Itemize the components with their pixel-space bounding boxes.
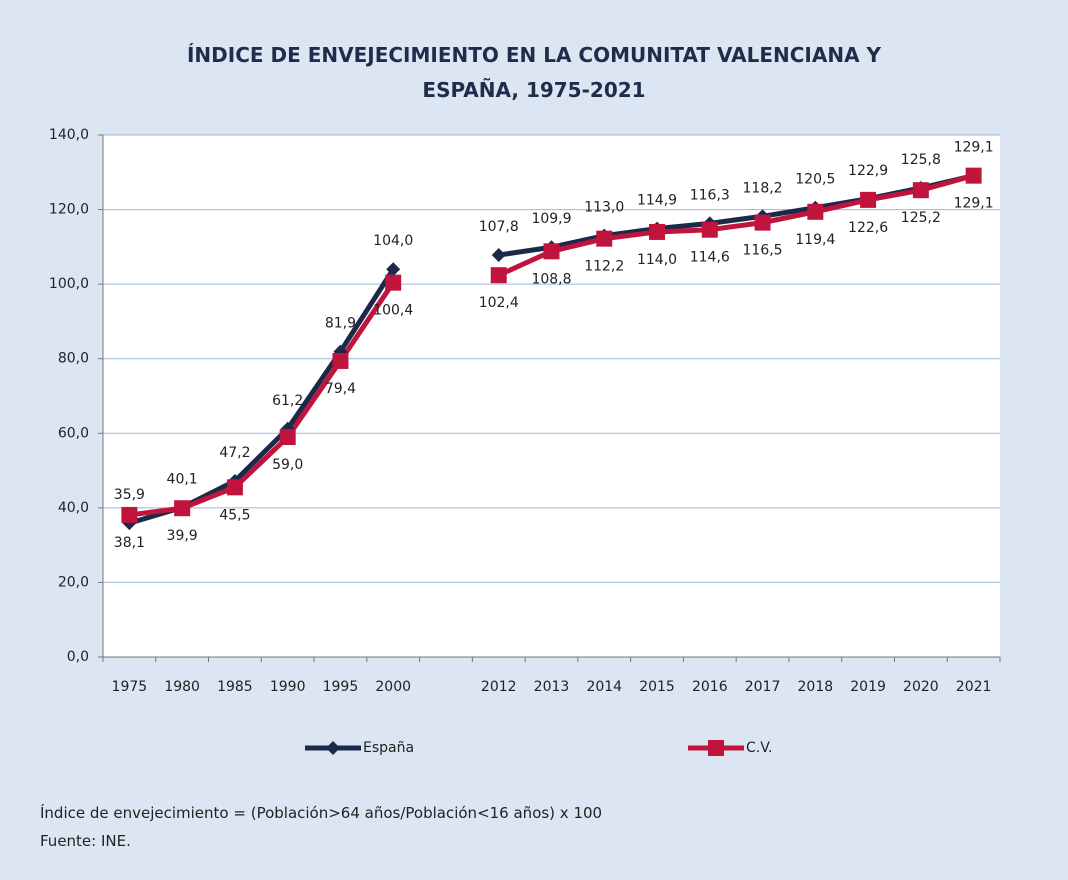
- y-tick-label: 100,0: [49, 276, 89, 292]
- x-tick-label: 2013: [534, 679, 570, 695]
- legend-label: C.V.: [746, 740, 772, 756]
- data-label: 59,0: [272, 457, 303, 473]
- data-label: 125,8: [901, 152, 941, 168]
- chart-title: ÍNDICE DE ENVEJECIMIENTO EN LA COMUNITAT…: [186, 43, 882, 102]
- data-label: 116,3: [690, 187, 730, 203]
- data-point: [226, 479, 243, 496]
- x-tick-label: 2021: [956, 679, 992, 695]
- data-point: [174, 500, 191, 517]
- data-label: 38,1: [114, 535, 145, 551]
- data-label: 40,1: [167, 471, 198, 487]
- x-tick-label: 1980: [164, 679, 200, 695]
- data-point: [279, 429, 296, 446]
- data-label: 107,8: [479, 219, 519, 235]
- data-label: 45,5: [219, 507, 250, 523]
- data-label: 102,4: [479, 295, 519, 311]
- x-tick-label: 1975: [112, 679, 148, 695]
- data-label: 61,2: [272, 393, 303, 409]
- note: Fuente: INE.: [40, 832, 131, 850]
- data-label: 114,9: [637, 193, 677, 209]
- data-point: [701, 221, 718, 238]
- data-label: 118,2: [743, 180, 783, 196]
- data-label: 114,6: [690, 250, 730, 266]
- data-point: [121, 506, 138, 523]
- x-tick-label: 2012: [481, 679, 517, 695]
- y-tick-label: 40,0: [58, 500, 89, 516]
- data-label: 129,1: [954, 196, 994, 212]
- plot-area: [103, 135, 1000, 657]
- data-point: [490, 267, 507, 284]
- data-label: 104,0: [373, 233, 413, 249]
- data-label: 39,9: [167, 528, 198, 544]
- data-point: [649, 223, 666, 240]
- data-label: 113,0: [584, 200, 624, 216]
- x-tick-label: 2015: [639, 679, 675, 695]
- data-point: [860, 191, 877, 208]
- data-label: 109,9: [531, 211, 571, 227]
- data-point: [543, 243, 560, 260]
- data-point: [807, 203, 824, 220]
- legend-marker: [326, 741, 340, 755]
- x-tick-label: 1990: [270, 679, 306, 695]
- data-label: 112,2: [584, 259, 624, 275]
- data-label: 81,9: [325, 316, 356, 332]
- data-point: [912, 182, 929, 199]
- data-label: 47,2: [219, 445, 250, 461]
- x-tick-label: 2018: [798, 679, 834, 695]
- data-point: [332, 352, 349, 369]
- data-label: 120,5: [795, 172, 835, 188]
- x-tick-label: 2019: [850, 679, 886, 695]
- data-label: 119,4: [795, 232, 835, 248]
- x-tick-label: 2020: [903, 679, 939, 695]
- data-label: 114,0: [637, 252, 677, 268]
- series-line: [129, 173, 975, 518]
- data-point: [965, 167, 982, 184]
- x-tick-label: 1985: [217, 679, 253, 695]
- y-tick-label: 120,0: [49, 202, 89, 218]
- legend-marker: [708, 740, 724, 756]
- data-label: 122,9: [848, 163, 888, 179]
- x-tick-label: 2017: [745, 679, 781, 695]
- data-label: 122,6: [848, 220, 888, 236]
- x-tick-label: 2014: [586, 679, 622, 695]
- note: Índice de envejecimiento = (Población>64…: [40, 804, 603, 822]
- x-tick-label: 2000: [375, 679, 411, 695]
- data-label: 100,4: [373, 303, 413, 319]
- x-tick-label: 1995: [323, 679, 359, 695]
- y-tick-label: 140,0: [49, 127, 89, 143]
- data-point: [491, 248, 506, 263]
- y-tick-label: 0,0: [67, 649, 89, 665]
- data-label: 79,4: [325, 381, 356, 397]
- x-tick-label: 2016: [692, 679, 728, 695]
- data-label: 125,2: [901, 210, 941, 226]
- y-tick-label: 20,0: [58, 574, 89, 590]
- data-point: [386, 262, 401, 277]
- data-label: 35,9: [114, 487, 145, 503]
- data-label: 116,5: [743, 243, 783, 259]
- data-point: [385, 274, 402, 291]
- y-tick-label: 60,0: [58, 425, 89, 441]
- legend-label: España: [363, 740, 414, 756]
- data-label: 129,1: [954, 140, 994, 156]
- y-tick-label: 80,0: [58, 351, 89, 367]
- data-point: [596, 230, 613, 247]
- data-point: [754, 214, 771, 231]
- data-label: 108,8: [531, 271, 571, 287]
